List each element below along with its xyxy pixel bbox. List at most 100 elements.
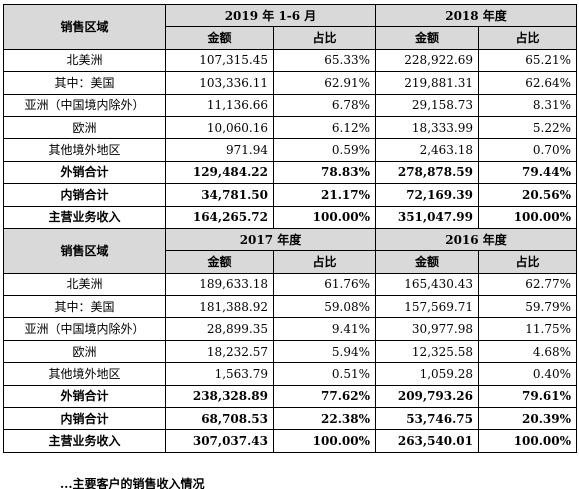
share-cell: 9.41% xyxy=(273,317,376,341)
share-header: 占比 xyxy=(273,26,376,50)
share-cell: 5.94% xyxy=(273,339,376,364)
table-row: 北美洲 189,633.18 61.76% 165,430.43 62.77% xyxy=(3,272,578,297)
share-header: 占比 xyxy=(273,250,376,274)
amount-cell: 307,037.43 xyxy=(165,429,274,453)
amount-cell: 209,793.26 xyxy=(375,384,479,409)
amount-cell: 53,746.75 xyxy=(375,407,479,431)
region-cell: 北美洲 xyxy=(3,272,166,297)
share-cell: 0.70% xyxy=(477,138,578,162)
region-cell: 亚洲（中国境内除外） xyxy=(3,317,166,341)
share-cell: 0.59% xyxy=(273,138,376,162)
amount-cell: 68,708.53 xyxy=(165,407,274,431)
table-row: 其中：美国 181,388.92 59.08% 157,569.71 59.79% xyxy=(3,295,578,319)
amount-cell: 157,569.71 xyxy=(375,295,479,319)
table-row: 其他境外地区 971.94 0.59% 2,463.18 0.70% xyxy=(3,138,578,162)
amount-cell: 34,781.50 xyxy=(165,183,274,207)
amount-cell: 1,563.79 xyxy=(165,362,274,386)
share-cell: 8.31% xyxy=(477,93,578,117)
amount-cell: 103,336.11 xyxy=(165,71,274,95)
share-cell: 20.39% xyxy=(477,407,578,431)
period-header: 2016 年度 xyxy=(374,227,578,252)
share-cell: 100.00% xyxy=(477,429,578,453)
table-row: 内销合计 34,781.50 21.17% 72,169.39 20.56% xyxy=(3,183,578,207)
amount-cell: 18,333.99 xyxy=(375,115,479,140)
table-row: 主营业务收入 307,037.43 100.00% 263,540.01 100.00% xyxy=(3,429,578,453)
share-cell: 59.79% xyxy=(477,295,578,319)
amount-cell: 28,899.35 xyxy=(165,317,274,341)
amount-cell: 351,047.99 xyxy=(375,205,479,229)
header-row-periods: 销售区域 2017 年度 2016 年度 xyxy=(3,227,578,274)
amount-cell: 18,232.57 xyxy=(165,339,274,364)
amount-cell: 181,388.92 xyxy=(165,295,274,319)
share-header: 占比 xyxy=(477,26,578,50)
share-cell: 4.68% xyxy=(477,339,578,364)
amount-cell: 219,881.31 xyxy=(375,71,479,95)
table-row: 欧洲 18,232.57 5.94% 12,325.58 4.68% xyxy=(3,339,578,364)
share-cell: 62.91% xyxy=(273,71,376,95)
share-cell: 79.44% xyxy=(477,160,578,185)
region-cell: 外销合计 xyxy=(3,160,166,185)
region-cell: 外销合计 xyxy=(3,384,166,409)
share-cell: 62.77% xyxy=(477,272,578,297)
amount-cell: 2,463.18 xyxy=(375,138,479,162)
table-row: 外销合计 129,484.22 78.83% 278,878.59 79.44% xyxy=(3,160,578,185)
share-cell: 78.83% xyxy=(273,160,376,185)
header-row-metrics: 金额 占比 金额 占比 xyxy=(4,250,578,274)
amount-cell: 30,977.98 xyxy=(375,317,479,341)
table-row: 其中：美国 103,336.11 62.91% 219,881.31 62.64% xyxy=(3,71,578,95)
table-row: 亚洲（中国境内除外） 11,136.66 6.78% 29,158.73 8.31% xyxy=(3,93,578,117)
share-cell: 0.40% xyxy=(477,362,578,386)
region-cell: 欧洲 xyxy=(3,339,166,364)
table-row: 主营业务收入 164,265.72 100.00% 351,047.99 100.00% xyxy=(3,205,578,229)
share-cell: 65.21% xyxy=(477,48,578,73)
amount-cell: 107,315.45 xyxy=(165,48,274,73)
amount-cell: 189,633.18 xyxy=(165,272,274,297)
amount-cell: 72,169.39 xyxy=(375,183,479,207)
amount-cell: 29,158.73 xyxy=(375,93,479,117)
share-cell: 6.78% xyxy=(273,93,376,117)
amount-cell: 10,060.16 xyxy=(165,115,274,140)
share-cell: 79.61% xyxy=(477,384,578,409)
share-cell: 59.08% xyxy=(273,295,376,319)
share-cell: 62.64% xyxy=(477,71,578,95)
amount-header: 金额 xyxy=(165,26,274,50)
header-row-metrics: 金额 占比 金额 占比 xyxy=(4,26,578,50)
region-cell: 其他境外地区 xyxy=(3,362,166,386)
share-header: 占比 xyxy=(477,250,578,274)
period-header: 2019 年 1-6 月 xyxy=(165,3,376,28)
share-cell: 22.38% xyxy=(273,407,376,431)
amount-header: 金额 xyxy=(375,26,479,50)
period-header: 2017 年度 xyxy=(165,227,376,252)
table-row: 欧洲 10,060.16 6.12% 18,333.99 5.22% xyxy=(3,115,578,140)
region-cell: 其他境外地区 xyxy=(3,138,166,162)
share-cell: 65.33% xyxy=(273,48,376,73)
share-cell: 77.62% xyxy=(273,384,376,409)
share-cell: 100.00% xyxy=(273,205,376,229)
region-cell: 欧洲 xyxy=(3,115,166,140)
region-cell: 亚洲（中国境内除外） xyxy=(3,93,166,117)
share-cell: 0.51% xyxy=(273,362,376,386)
region-cell: 主营业务收入 xyxy=(3,205,166,229)
region-cell: 北美洲 xyxy=(3,48,166,73)
region-column-header: 销售区域 xyxy=(3,227,166,274)
period-header: 2018 年度 xyxy=(374,3,578,28)
table-row: 外销合计 238,328.89 77.62% 209,793.26 79.61% xyxy=(3,384,578,409)
sales-region-table: 销售区域 2019 年 1-6 月 2018 年度 金额 占比 金额 占比 北美洲 107,31… xyxy=(3,3,578,453)
region-cell: 其中：美国 xyxy=(3,71,166,95)
table-row: 北美洲 107,315.45 65.33% 228,922.69 65.21% xyxy=(3,48,578,73)
table-row: 其他境外地区 1,563.79 0.51% 1,059.28 0.40% xyxy=(3,362,578,386)
share-cell: 100.00% xyxy=(273,429,376,453)
table-row: 内销合计 68,708.53 22.38% 53,746.75 20.39% xyxy=(3,407,578,431)
amount-cell: 238,328.89 xyxy=(165,384,274,409)
amount-cell: 164,265.72 xyxy=(165,205,274,229)
share-cell: 11.75% xyxy=(477,317,578,341)
share-cell: 100.00% xyxy=(477,205,578,229)
amount-cell: 129,484.22 xyxy=(165,160,274,185)
amount-cell: 165,430.43 xyxy=(375,272,479,297)
region-cell: 内销合计 xyxy=(3,407,166,431)
amount-header: 金额 xyxy=(165,250,274,274)
amount-cell: 11,136.66 xyxy=(165,93,274,117)
share-cell: 61.76% xyxy=(273,272,376,297)
table-row: 亚洲（中国境内除外） 28,899.35 9.41% 30,977.98 11.75% xyxy=(3,317,578,341)
region-cell: 主营业务收入 xyxy=(3,429,166,453)
